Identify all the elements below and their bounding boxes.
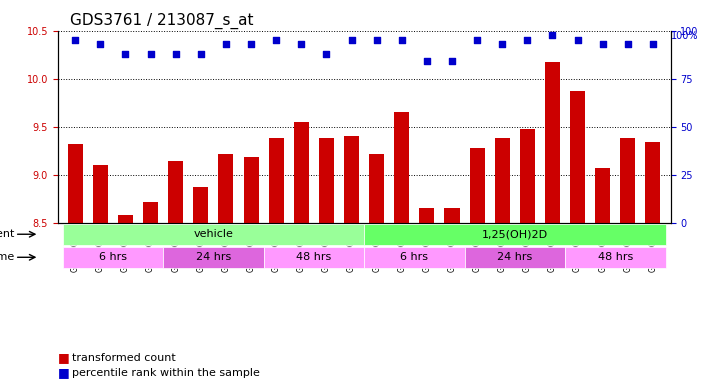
Point	[497, 41, 508, 47]
Text: 24 hrs: 24 hrs	[497, 252, 532, 262]
Text: agent: agent	[0, 229, 14, 239]
Text: ■: ■	[58, 366, 69, 379]
Point	[371, 37, 382, 43]
Bar	[218, 154, 234, 384]
Bar	[394, 112, 410, 384]
Text: 6 hrs: 6 hrs	[99, 252, 127, 262]
Point	[69, 37, 81, 43]
Point	[547, 31, 558, 38]
Bar	[168, 161, 183, 384]
Point	[597, 41, 609, 47]
Text: 48 hrs: 48 hrs	[598, 252, 633, 262]
FancyBboxPatch shape	[63, 247, 163, 268]
Point	[270, 37, 282, 43]
Point	[321, 51, 332, 57]
Bar	[344, 136, 359, 384]
Bar	[570, 91, 585, 384]
FancyBboxPatch shape	[364, 247, 464, 268]
Bar	[620, 138, 635, 384]
Text: 24 hrs: 24 hrs	[196, 252, 231, 262]
Text: GDS3761 / 213087_s_at: GDS3761 / 213087_s_at	[70, 13, 254, 29]
Text: vehicle: vehicle	[193, 229, 234, 239]
Bar	[68, 144, 83, 384]
Text: 1,25(OH)2D: 1,25(OH)2D	[482, 229, 548, 239]
FancyBboxPatch shape	[163, 247, 264, 268]
Point	[647, 41, 659, 47]
Point	[245, 41, 257, 47]
Text: 100%: 100%	[671, 31, 698, 41]
Bar	[645, 142, 660, 384]
Point	[421, 58, 433, 65]
FancyBboxPatch shape	[364, 224, 665, 245]
Bar	[93, 165, 108, 384]
Point	[145, 51, 156, 57]
Bar	[469, 148, 485, 384]
Bar	[193, 187, 208, 384]
Bar	[595, 168, 610, 384]
Bar	[495, 138, 510, 384]
FancyBboxPatch shape	[464, 247, 565, 268]
Bar	[319, 138, 334, 384]
Bar	[520, 129, 535, 384]
Bar	[420, 208, 435, 384]
Point	[396, 37, 407, 43]
Bar	[269, 138, 284, 384]
FancyBboxPatch shape	[264, 247, 364, 268]
Text: 48 hrs: 48 hrs	[296, 252, 332, 262]
Text: percentile rank within the sample: percentile rank within the sample	[72, 368, 260, 378]
Bar	[244, 157, 259, 384]
Point	[94, 41, 106, 47]
Point	[220, 41, 231, 47]
Bar	[118, 215, 133, 384]
Point	[622, 41, 634, 47]
Point	[346, 37, 358, 43]
Point	[572, 37, 583, 43]
FancyBboxPatch shape	[565, 247, 665, 268]
Point	[195, 51, 207, 57]
Text: 6 hrs: 6 hrs	[400, 252, 428, 262]
FancyBboxPatch shape	[63, 224, 364, 245]
Point	[446, 58, 458, 65]
Point	[120, 51, 131, 57]
Bar	[293, 122, 309, 384]
Point	[296, 41, 307, 47]
Text: time: time	[0, 252, 14, 262]
Bar	[545, 62, 560, 384]
Text: ■: ■	[58, 351, 69, 364]
Point	[170, 51, 182, 57]
Point	[472, 37, 483, 43]
Bar	[369, 154, 384, 384]
Point	[521, 37, 533, 43]
Bar	[143, 202, 158, 384]
Bar	[444, 208, 459, 384]
Text: transformed count: transformed count	[72, 353, 176, 363]
